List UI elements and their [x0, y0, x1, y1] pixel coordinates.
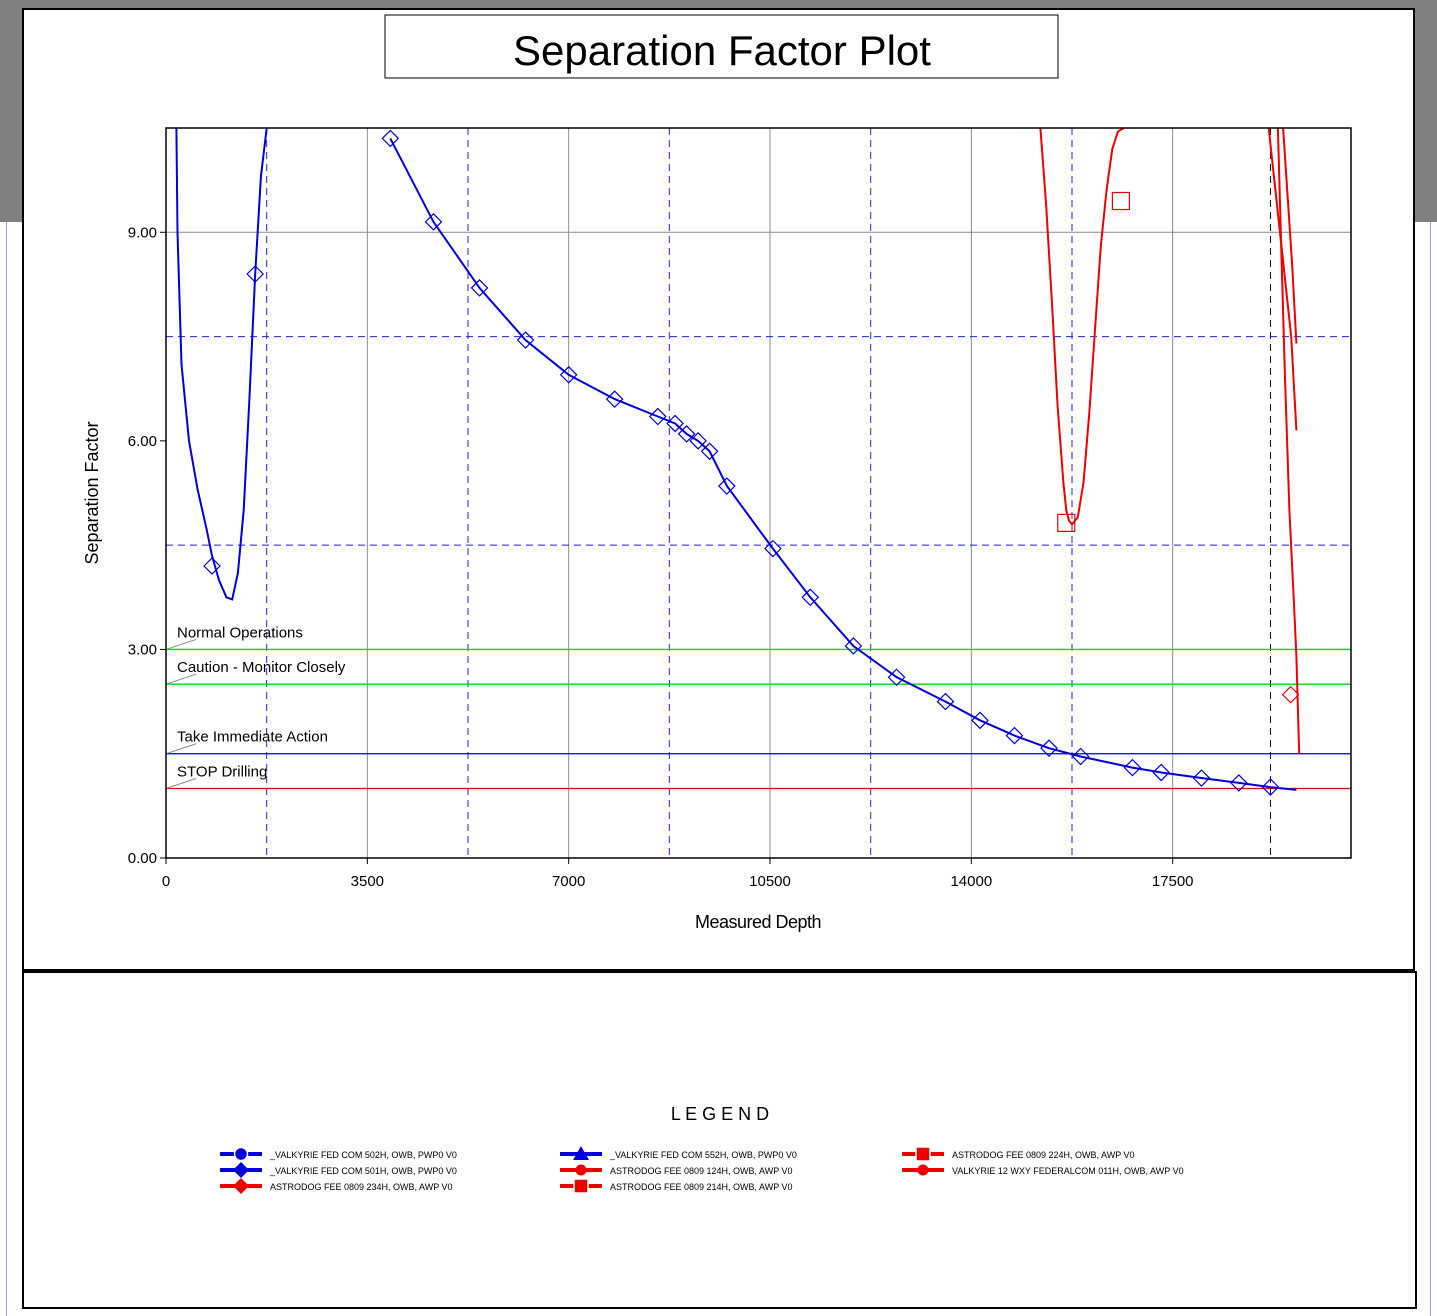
- threshold-label: STOP Drilling: [177, 763, 267, 780]
- threshold-leader: [165, 743, 197, 755]
- data-point-marker: [1057, 513, 1076, 532]
- legend-marker: [915, 1146, 931, 1162]
- data-point-marker: [1281, 685, 1300, 704]
- threshold-layer: Normal Operations Caution - Monitor Close…: [165, 624, 1351, 790]
- legend-label: ASTRODOG FEE 0809 224H, OWB, AWP V0: [952, 1150, 1135, 1160]
- legend-entries: _VALKYRIE FED COM 502H, OWB, PWP0 V0 _VAL…: [220, 1146, 1184, 1194]
- data-point-marker: [1111, 191, 1131, 211]
- data-point-marker: [648, 407, 667, 426]
- threshold-leader: [165, 673, 197, 685]
- data-point-marker: [381, 129, 400, 148]
- data-point-marker: [1071, 747, 1090, 766]
- data-point-marker: [605, 390, 624, 408]
- legend-label: _VALKYRIE FED COM 552H, OWB, PWP0 V0: [609, 1150, 797, 1160]
- plot-frame: [22, 8, 1415, 971]
- data-point-marker: [470, 279, 489, 297]
- data-point-marker: [1261, 778, 1280, 796]
- data-point-marker: [887, 668, 906, 687]
- data-point-marker: [1005, 726, 1024, 745]
- legend-frame: [22, 971, 1417, 1309]
- y-tick-label: 9.00: [128, 224, 157, 241]
- series-layer: [175, 127, 1301, 796]
- y-tick-label: 6.00: [128, 433, 157, 450]
- series-line: [1039, 127, 1125, 526]
- legend-marker: [575, 1164, 587, 1176]
- legend-marker: [233, 1162, 249, 1178]
- page-border-right: [1430, 222, 1431, 1316]
- y-tick-label: 0.00: [128, 850, 157, 867]
- data-point-marker: [801, 588, 820, 607]
- data-point-marker: [516, 331, 535, 349]
- data-point-marker: [1123, 758, 1142, 777]
- x-tick-label: 17500: [1152, 873, 1194, 890]
- data-point-marker: [971, 711, 989, 730]
- threshold-leader: [165, 778, 197, 789]
- data-point-marker: [718, 477, 736, 495]
- y-axis-label: Separation Factor: [82, 421, 102, 564]
- legend-marker: [917, 1164, 929, 1176]
- series-line: [389, 137, 1297, 791]
- legend-label: ASTRODOG FEE 0809 234H, OWB, AWP V0: [270, 1182, 453, 1192]
- data-point-marker: [1040, 739, 1058, 758]
- title-box: [384, 14, 1059, 79]
- x-axis-label: Measured Depth: [695, 912, 821, 932]
- y-tick-label: 3.00: [128, 641, 157, 658]
- legend-marker: [233, 1178, 249, 1194]
- legend-title: L E G E N D: [671, 1104, 769, 1124]
- legend-label: VALKYRIE 12 WXY FEDERALCOM 011H, OWB, AW…: [952, 1166, 1184, 1176]
- data-point-marker: [1152, 763, 1171, 782]
- data-point-marker: [764, 539, 782, 558]
- threshold-label: Take Immediate Action: [177, 729, 328, 746]
- data-point-marker: [1229, 774, 1248, 792]
- data-point-marker: [677, 425, 696, 443]
- axis-layer: 0 3500 7000 10500 14000 17500 0.00 3.00 6.00 9.00: [128, 127, 1352, 890]
- data-point-marker: [246, 265, 265, 283]
- legend-marker: [233, 1146, 249, 1162]
- series-line: [175, 127, 268, 601]
- data-point-marker: [844, 637, 863, 655]
- threshold-label: Caution - Monitor Closely: [177, 659, 346, 676]
- legend-marker: [573, 1178, 589, 1194]
- data-point-marker: [666, 414, 684, 433]
- series-line: [1282, 127, 1298, 344]
- series-line: [1267, 127, 1298, 431]
- x-tick-label: 0: [162, 873, 170, 890]
- legend-label: _VALKYRIE FED COM 502H, OWB, PWP0 V0: [269, 1150, 457, 1160]
- data-point-marker: [203, 557, 221, 575]
- plot-area-border: [165, 127, 1352, 859]
- data-point-marker: [700, 442, 719, 461]
- threshold-label: Normal Operations: [177, 624, 303, 641]
- x-tick-label: 7000: [552, 873, 585, 890]
- page-border-left: [6, 222, 7, 1316]
- data-point-marker: [1192, 769, 1211, 787]
- legend-marker: [573, 1146, 589, 1160]
- x-tick-label: 3500: [351, 873, 384, 890]
- legend-label: ASTRODOG FEE 0809 214H, OWB, AWP V0: [610, 1182, 793, 1192]
- chart-title: Separation Factor Plot: [513, 27, 931, 74]
- data-point-marker: [424, 213, 443, 231]
- legend-label: ASTRODOG FEE 0809 124H, OWB, AWP V0: [610, 1166, 793, 1176]
- grid-layer: [166, 128, 1351, 858]
- data-point-marker: [689, 432, 707, 450]
- x-tick-label: 14000: [950, 873, 992, 890]
- legend-label: _VALKYRIE FED COM 501H, OWB, PWP0 V0: [269, 1166, 457, 1176]
- data-point-marker: [559, 365, 578, 384]
- threshold-leader: [165, 638, 197, 650]
- x-tick-label: 10500: [749, 873, 791, 890]
- data-point-marker: [936, 692, 955, 711]
